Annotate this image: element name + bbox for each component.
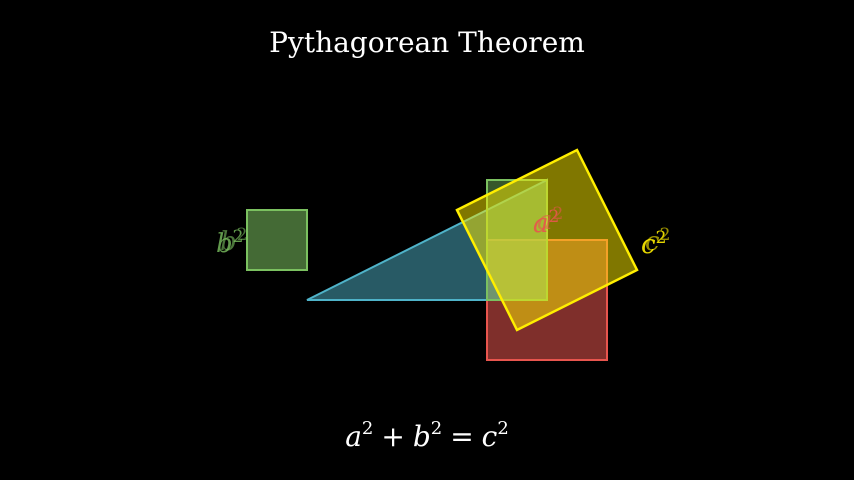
svg-text:a2: a2 xyxy=(537,204,563,236)
label-a-squared: a2 a2 xyxy=(533,204,563,239)
label-c-var: c xyxy=(641,230,656,260)
label-a-var-ghost: a xyxy=(537,206,553,236)
label-c-var-ghost: c xyxy=(645,227,660,257)
label-b-var: b xyxy=(216,229,233,259)
label-a-power: 2 xyxy=(549,207,560,227)
equation-a-power: 2 xyxy=(362,418,373,439)
label-b-power-ghost: 2 xyxy=(237,225,248,245)
svg-text:b2: b2 xyxy=(216,227,243,259)
label-b-squared: b2 b2 xyxy=(216,225,247,259)
equation-b-power: 2 xyxy=(431,418,442,439)
equation-c-power: 2 xyxy=(497,418,508,439)
square-b xyxy=(246,209,308,271)
svg-text:a2: a2 xyxy=(533,207,559,239)
label-c-power: 2 xyxy=(656,228,667,248)
equation-c: c xyxy=(482,420,498,453)
equation-a: a xyxy=(345,420,362,453)
label-b-power: 2 xyxy=(233,227,244,247)
svg-text:c2: c2 xyxy=(641,228,666,260)
label-a-var: a xyxy=(533,209,549,239)
label-a-power-ghost: 2 xyxy=(553,204,564,224)
equation-b: b xyxy=(413,420,431,453)
svg-text:b2: b2 xyxy=(220,225,247,257)
square-c xyxy=(455,148,639,332)
label-c-power-ghost: 2 xyxy=(660,225,671,245)
page-title: Pythagorean Theorem xyxy=(269,26,585,59)
svg-text:c2: c2 xyxy=(645,225,670,257)
equation-equals: = xyxy=(450,420,473,453)
equation: a2 + b2 = c2 xyxy=(345,418,509,453)
label-c-squared: c2 c2 xyxy=(641,225,670,260)
equation-plus: + xyxy=(381,420,404,453)
label-b-var-ghost: b xyxy=(220,227,237,257)
